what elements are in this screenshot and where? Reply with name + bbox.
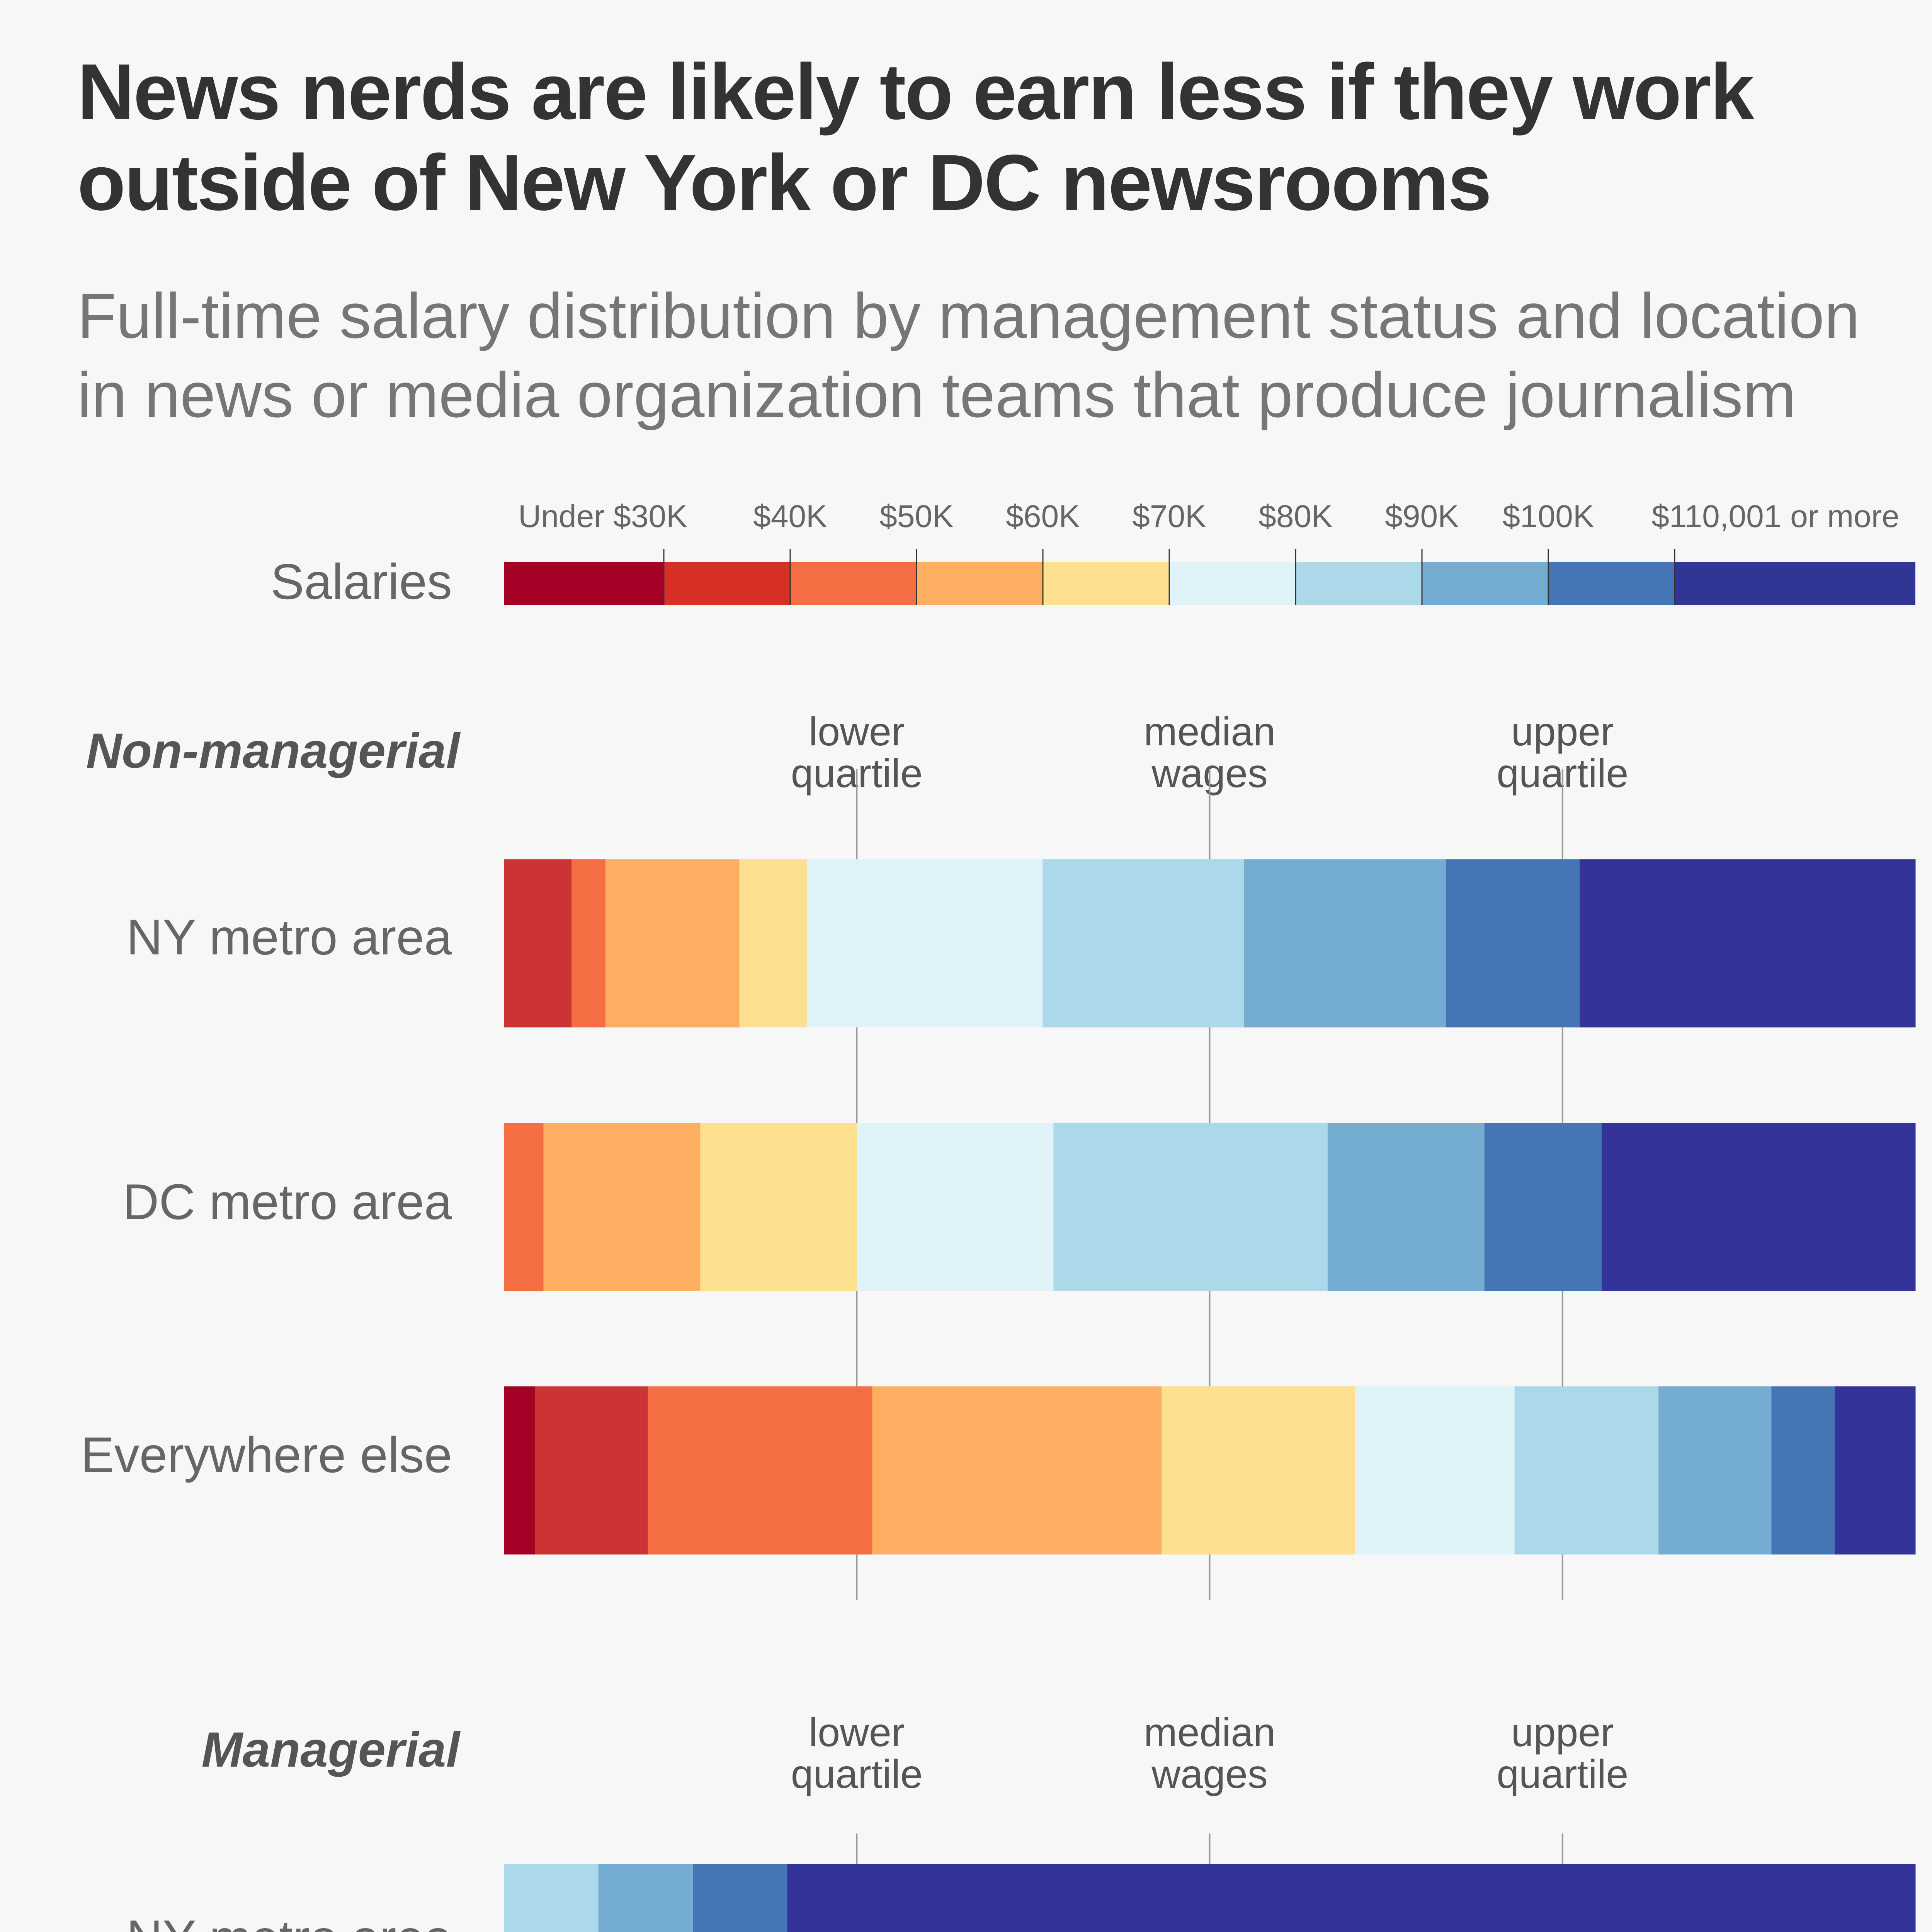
reference-line-label: lower quartile [791, 1710, 923, 1797]
bar-segment [1580, 859, 1916, 1027]
legend-swatch [1422, 562, 1548, 605]
legend-tick-label: $60K [1006, 499, 1080, 534]
row-label: NY metro area [0, 1909, 452, 1932]
bar-segment [504, 859, 572, 1027]
bar-segment [1053, 1123, 1328, 1291]
bar-segment [787, 1864, 1916, 1932]
bar-segment [1602, 1123, 1916, 1291]
reference-line-label: median wages [1143, 1710, 1276, 1797]
bar-segment [739, 859, 808, 1027]
legend-swatch [1548, 562, 1675, 605]
bar-segment [598, 1864, 693, 1932]
bar-segment [605, 859, 740, 1027]
bar-segment [571, 859, 606, 1027]
bar-segment [1244, 859, 1446, 1027]
legend-swatch [790, 562, 917, 605]
legend-tick-label: $70K [1132, 499, 1206, 534]
legend-swatch [1296, 562, 1422, 605]
legend-tick-label: $110,001 or more [1651, 499, 1900, 534]
legend-tick-label: Under $30K [518, 499, 687, 534]
legend-tick-label: $100K [1502, 499, 1594, 534]
section-title: Non-managerial [86, 723, 460, 779]
legend-swatch [1675, 562, 1915, 605]
chart-title-line-1: News nerds are likely to earn less if th… [77, 48, 1754, 136]
legend-tick-label: $80K [1259, 499, 1333, 534]
bar-segment [504, 1386, 535, 1554]
bar-segment [807, 859, 1043, 1027]
row-label: DC metro area [122, 1173, 452, 1230]
bar-segment [693, 1864, 788, 1932]
chart-title: News nerds are likely to earn less if th… [77, 46, 1932, 228]
bar-segment [1355, 1386, 1515, 1554]
legend-tick-label: $50K [879, 499, 954, 534]
chart-subtitle-line-2: in news or media organization teams that… [77, 359, 1796, 430]
bar-segment [504, 1123, 544, 1291]
chart-subtitle: Full-time salary distribution by managem… [77, 276, 1932, 435]
bar-segment [1043, 859, 1245, 1027]
legend-label: Salaries [270, 553, 452, 610]
reference-line-label: upper quartile [1497, 1710, 1629, 1797]
bar-segment [1771, 1386, 1835, 1554]
bar-segment [543, 1123, 701, 1291]
legend-swatch [504, 562, 664, 605]
legend-tick-label: $40K [753, 499, 827, 534]
bar-segment [1658, 1386, 1772, 1554]
legend-swatch [1169, 562, 1296, 605]
legend-tick-label: $90K [1385, 499, 1459, 534]
bar-segment [1484, 1123, 1602, 1291]
bar-segment [535, 1386, 648, 1554]
bar-segment [504, 1864, 599, 1932]
chart-subtitle-line-1: Full-time salary distribution by managem… [77, 280, 1860, 351]
row-label: NY metro area [126, 909, 452, 965]
row-label: Everywhere else [81, 1427, 452, 1483]
section-title: Managerial [201, 1722, 460, 1777]
bar-segment [700, 1123, 857, 1291]
legend-swatch [664, 562, 790, 605]
legend-swatch [1043, 562, 1169, 605]
bar-segment [1162, 1386, 1355, 1554]
bar-segment [1835, 1386, 1916, 1554]
bar-segment [857, 1123, 1054, 1291]
chart-title-line-2: outside of New York or DC newsrooms [77, 138, 1492, 227]
legend-swatch [917, 562, 1043, 605]
bar-segment [872, 1386, 1162, 1554]
bar-segment [648, 1386, 872, 1554]
bar-segment [1514, 1386, 1659, 1554]
bar-segment [1327, 1123, 1485, 1291]
bar-segment [1446, 859, 1580, 1027]
